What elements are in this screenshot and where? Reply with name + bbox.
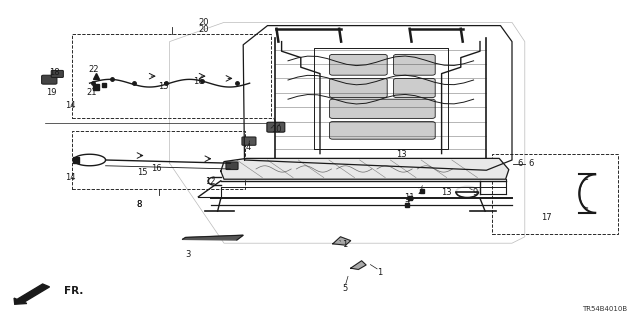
Text: 22: 22 (89, 65, 99, 74)
Text: 6: 6 (528, 159, 533, 168)
Text: 14: 14 (65, 101, 76, 110)
Text: 19: 19 (46, 88, 56, 97)
Text: 2: 2 (418, 187, 423, 196)
FancyBboxPatch shape (226, 162, 238, 170)
Text: FR.: FR. (64, 285, 83, 296)
Text: 8: 8 (137, 200, 142, 209)
FancyBboxPatch shape (267, 122, 285, 132)
Text: 1: 1 (342, 240, 347, 249)
FancyBboxPatch shape (394, 54, 435, 75)
Bar (72, 131, 245, 189)
Text: 5: 5 (342, 284, 348, 293)
FancyBboxPatch shape (330, 54, 387, 75)
Text: 13: 13 (441, 188, 451, 197)
Text: 9: 9 (472, 188, 477, 197)
Text: 20: 20 (198, 25, 209, 34)
Text: 7: 7 (404, 201, 410, 210)
Text: 15: 15 (137, 168, 147, 177)
Text: TR54B4010B: TR54B4010B (582, 306, 627, 312)
Text: 12: 12 (205, 177, 215, 186)
FancyBboxPatch shape (242, 137, 256, 145)
FancyBboxPatch shape (330, 99, 435, 118)
Text: 3: 3 (185, 250, 190, 259)
Text: 20: 20 (198, 18, 209, 27)
Polygon shape (221, 158, 509, 179)
Bar (72, 34, 271, 118)
Text: 16: 16 (152, 164, 162, 173)
Text: 8: 8 (137, 200, 142, 209)
Text: 13: 13 (396, 150, 406, 159)
FancyBboxPatch shape (394, 78, 435, 98)
Text: 15: 15 (158, 82, 168, 91)
Polygon shape (333, 237, 351, 245)
FancyBboxPatch shape (51, 70, 63, 77)
Text: 16: 16 (193, 77, 204, 86)
Text: 4: 4 (246, 143, 251, 152)
Polygon shape (351, 261, 366, 269)
FancyBboxPatch shape (330, 122, 435, 139)
FancyBboxPatch shape (330, 78, 387, 98)
Text: 21: 21 (86, 88, 97, 97)
FancyArrow shape (14, 284, 49, 304)
Text: 14: 14 (65, 173, 76, 182)
Text: 1: 1 (377, 268, 382, 277)
Polygon shape (182, 235, 243, 240)
Bar (492, 154, 618, 234)
Text: 17: 17 (541, 213, 552, 222)
Text: 10: 10 (271, 125, 282, 134)
Text: 6: 6 (518, 159, 523, 168)
Text: 18: 18 (49, 68, 60, 77)
Text: 11: 11 (404, 193, 415, 202)
FancyBboxPatch shape (42, 75, 57, 84)
